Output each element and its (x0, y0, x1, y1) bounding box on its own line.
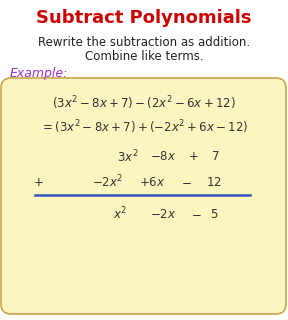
FancyBboxPatch shape (1, 78, 286, 314)
Text: $+$: $+$ (188, 150, 198, 164)
Text: $-2x$: $-2x$ (150, 207, 176, 220)
Text: $-2x^2$: $-2x^2$ (92, 174, 124, 190)
Text: Subtract Polynomials: Subtract Polynomials (36, 9, 252, 27)
Text: Rewrite the subtraction as addition.: Rewrite the subtraction as addition. (38, 36, 250, 49)
Text: $7$: $7$ (211, 150, 219, 164)
Text: $=(3x^2-8x+7)+(-2x^2+6x-12)$: $=(3x^2-8x+7)+(-2x^2+6x-12)$ (40, 118, 248, 136)
Text: $+$: $+$ (33, 175, 43, 188)
Text: $-$: $-$ (181, 175, 191, 188)
Text: $5$: $5$ (210, 207, 218, 220)
Text: $-$: $-$ (191, 207, 201, 220)
Text: $x^2$: $x^2$ (113, 206, 127, 222)
Text: Example:: Example: (10, 68, 68, 81)
Text: Combine like terms.: Combine like terms. (85, 51, 203, 63)
Text: $(3x^2-8x+7)-(2x^2-6x+12)$: $(3x^2-8x+7)-(2x^2-6x+12)$ (52, 94, 236, 112)
Text: $-8x$: $-8x$ (150, 150, 176, 164)
Text: $+6x$: $+6x$ (139, 175, 165, 188)
Text: $3x^2$: $3x^2$ (117, 149, 139, 165)
Text: $12$: $12$ (206, 175, 222, 188)
